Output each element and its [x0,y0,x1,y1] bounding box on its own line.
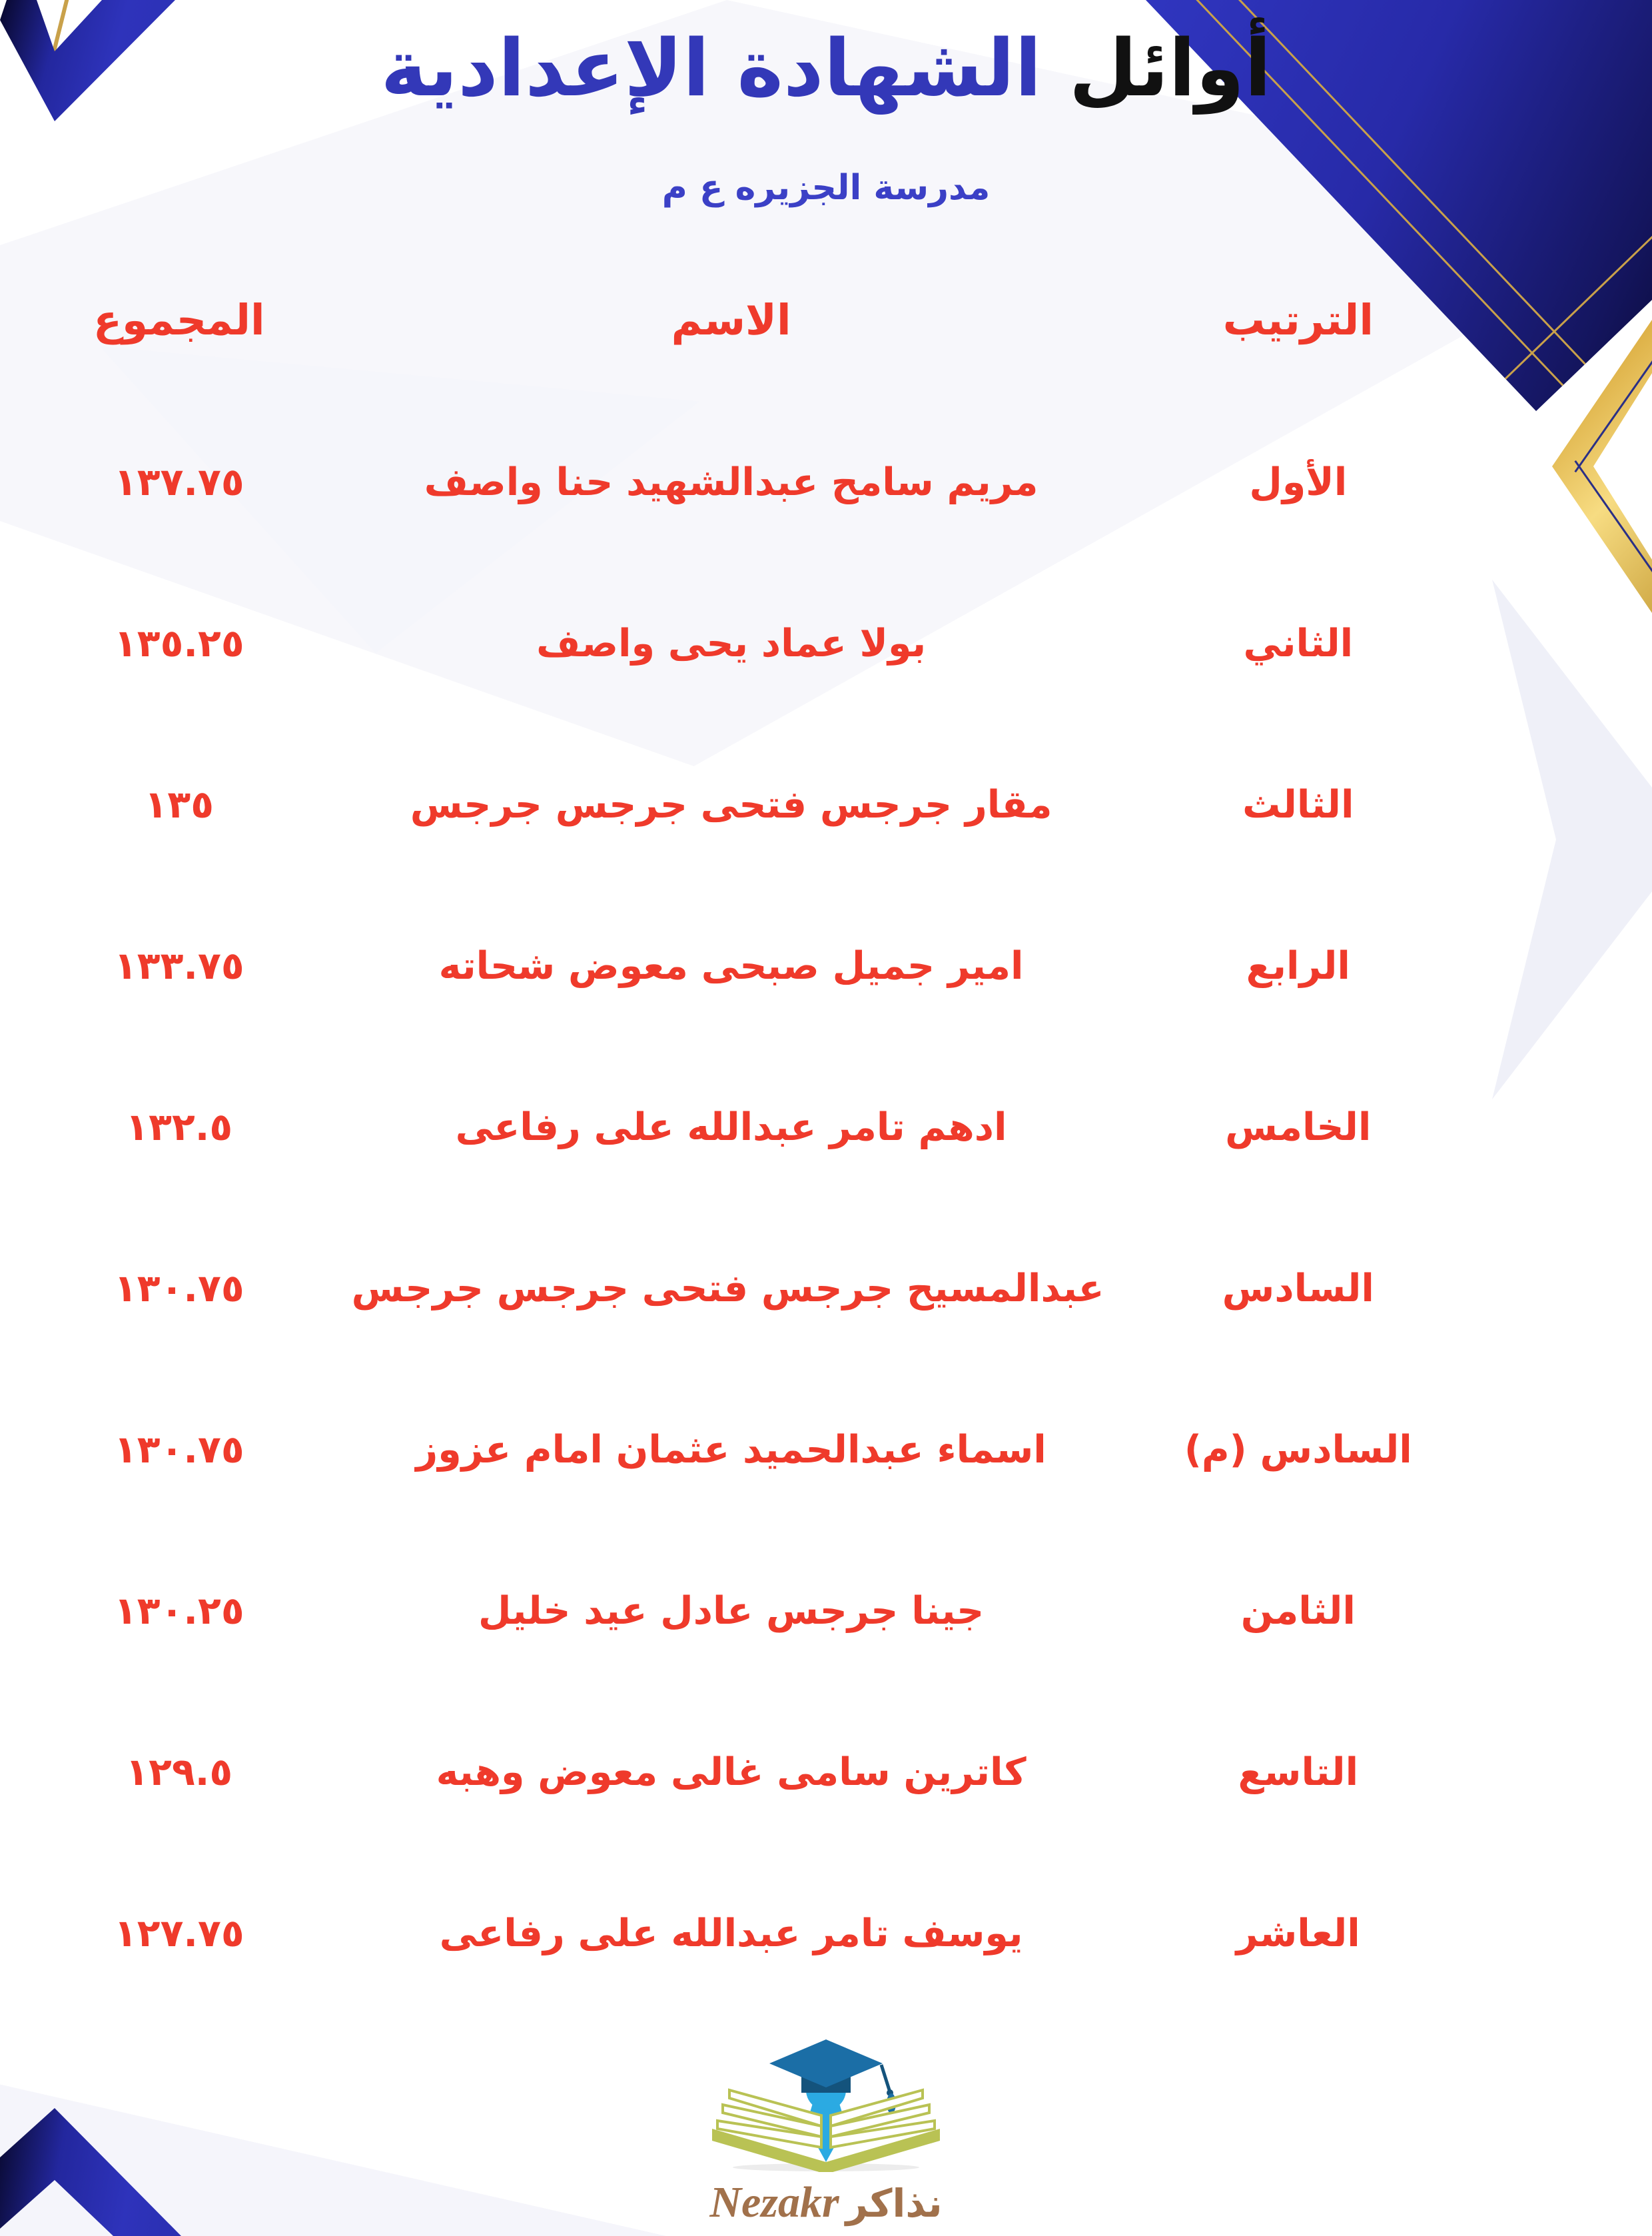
total-cell: ١٣٠.٢٥ [114,1589,244,1633]
brand-name: Nezakr نذاكر [703,2177,949,2228]
total-cell: ١٣٣.٧٥ [114,944,244,988]
name-cell: مريم سامح عبدالشهيد حنا واصف [424,460,1038,504]
column-header-total: المجموع [93,296,265,344]
name-cell: جينا جرجس عادل عيد خليل [478,1589,985,1633]
title-certificate-name: الشهادة الإعدادية [380,22,1042,114]
graduate-student-open-book-icon [712,2039,940,2174]
page-title: أوائل الشهادة الإعدادية [0,9,1652,127]
graduation-cap-icon [769,2039,896,2113]
rank-cell: السادس [1222,1267,1374,1311]
table-row: العاشر يوسف تامر عبدالله على رفاعى ١٢٧.٧… [0,1853,1492,2014]
table-row: الثامن جينا جرجس عادل عيد خليل ١٣٠.٢٥ [0,1530,1492,1692]
name-cell: امير جميل صبحى معوض شحاته [438,944,1024,988]
rank-cell: الأول [1249,460,1348,504]
name-cell: بولا عماد يحى واصف [536,622,927,666]
table-row: الأول مريم سامح عبدالشهيد حنا واصف ١٣٧.٧… [0,402,1492,563]
name-cell: يوسف تامر عبدالله على رفاعى [439,1912,1023,1956]
corner-decoration-top-left [0,0,226,153]
total-cell: ١٣٥.٢٥ [114,622,244,666]
rank-cell: العاشر [1236,1912,1360,1956]
book-cover [712,2129,940,2174]
total-cell: ١٣٠.٧٥ [114,1267,244,1311]
column-header-rank: الترتيب [1222,296,1374,344]
corner-decoration-bottom-left [0,2108,181,2236]
table-header-row: الترتيب الاسم المجموع [0,239,1492,402]
table-row: السادس عبدالمسيح جرجس فتحى جرجس جرجس ١٣٠… [0,1208,1492,1369]
open-book-icon [716,2088,936,2149]
school-name: مدرسة الجزيره ع م [661,168,991,208]
brand-name-arabic: نذاكر [845,2181,943,2226]
name-cell: مقار جرجس فتحى جرجس جرجس [410,783,1052,827]
table-row: الثالث مقار جرجس فتحى جرجس جرجس ١٣٥ [0,724,1492,885]
rank-cell: الخامس [1225,1105,1372,1149]
title-word-awael: أوائل [1068,22,1272,114]
total-cell: ١٣٢.٥ [125,1105,233,1149]
rank-cell: التاسع [1238,1750,1359,1794]
rank-cell: الثاني [1243,622,1354,666]
navy-line-decoration [1574,460,1652,593]
results-table: الترتيب الاسم المجموع الأول مريم سامح عب… [0,239,1492,2014]
nezakr-logo: Nezakr نذاكر [703,2029,949,2228]
table-row: التاسع كاترين سامى غالى معوض وهبه ١٢٩.٥ [0,1692,1492,1853]
table-row: الرابع امير جميل صبحى معوض شحاته ١٣٣.٧٥ [0,885,1492,1047]
total-cell: ١٣٥ [144,783,214,827]
background-facet [1492,580,1652,1099]
name-cell: كاترين سامى غالى معوض وهبه [436,1750,1027,1794]
name-cell: ادهم تامر عبدالله على رفاعى [455,1105,1007,1149]
brand-name-latin: Nezakr [709,2178,839,2227]
column-header-name: الاسم [671,296,791,344]
rank-cell: الثامن [1240,1589,1356,1633]
rank-cell: الرابع [1246,944,1350,988]
name-cell: عبدالمسيح جرجس فتحى جرجس جرجس [351,1267,1104,1311]
rank-cell: السادس (م) [1184,1428,1412,1472]
total-cell: ١٣٠.٧٥ [114,1428,244,1472]
total-cell: ١٢٧.٧٥ [114,1912,244,1956]
table-row: الخامس ادهم تامر عبدالله على رفاعى ١٣٢.٥ [0,1047,1492,1208]
rank-cell: الثالث [1242,783,1354,827]
table-row: الثاني بولا عماد يحى واصف ١٣٥.٢٥ [0,563,1492,724]
total-cell: ١٣٧.٧٥ [114,460,244,504]
table-row: السادس (م) اسماء عبدالحميد عثمان امام عز… [0,1369,1492,1530]
total-cell: ١٢٩.٥ [125,1750,233,1794]
name-cell: اسماء عبدالحميد عثمان امام عزوز [416,1428,1046,1472]
